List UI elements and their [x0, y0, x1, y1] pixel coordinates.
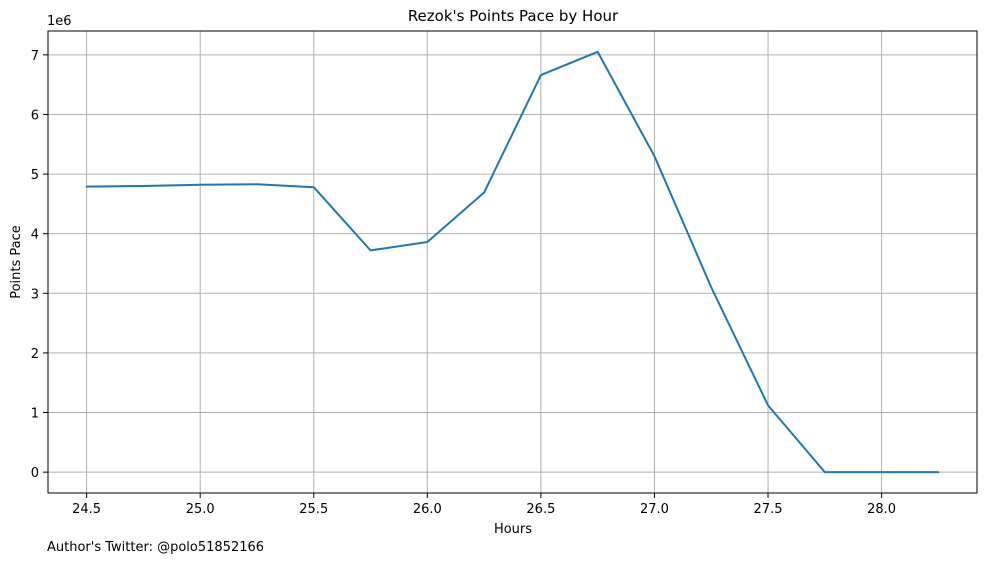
y-tick-label: 1	[31, 407, 39, 422]
y-axis-label: Points Pace	[9, 225, 24, 299]
y-tick-label: 7	[31, 49, 39, 64]
x-axis-label: Hours	[494, 522, 532, 537]
x-tick-label: 25.0	[186, 502, 215, 517]
x-tick-label: 28.0	[867, 502, 896, 517]
y-tick-label: 4	[31, 228, 39, 243]
y-tick-label: 5	[31, 168, 39, 183]
x-tick-label: 27.5	[754, 502, 783, 517]
author-twitter-footer: Author's Twitter: @polo51852166	[47, 540, 264, 555]
x-tick-label: 26.0	[413, 502, 442, 517]
y-tick-label: 6	[31, 108, 39, 123]
x-tick-label: 26.5	[526, 502, 555, 517]
x-tick-label: 25.5	[299, 502, 328, 517]
y-tick-label: 3	[31, 287, 39, 302]
x-tick-label: 27.0	[640, 502, 669, 517]
y-tick-label: 2	[31, 347, 39, 362]
chart-title: Rezok's Points Pace by Hour	[408, 7, 619, 25]
y-tick-label: 0	[31, 466, 39, 481]
x-tick-label: 24.5	[72, 502, 101, 517]
y-offset-label: 1e6	[47, 14, 72, 29]
